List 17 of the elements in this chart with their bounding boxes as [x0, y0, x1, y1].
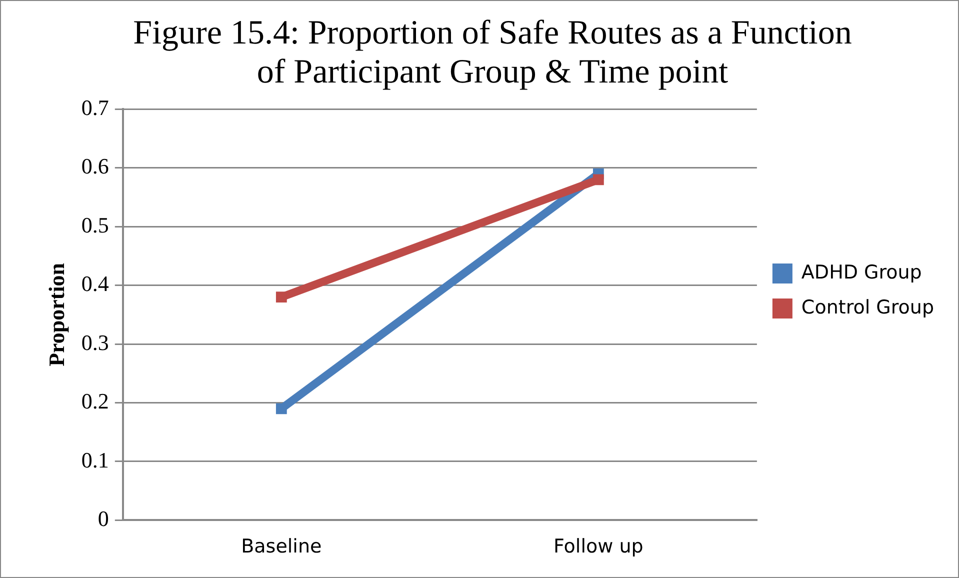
y-tick-label: 0.4: [81, 271, 109, 296]
x-tick-label: Baseline: [241, 536, 322, 558]
y-tick-label: 0.1: [81, 447, 109, 472]
chart-title: Figure 15.4: Proportion of Safe Routes as a Function of Participant Group & Time point: [133, 14, 852, 91]
legend-label: ADHD Group: [801, 261, 922, 284]
legend-label: Control Group: [801, 296, 934, 318]
point: [276, 292, 287, 303]
y-tick-label: 0.5: [81, 212, 109, 238]
point: [276, 403, 287, 414]
y-axis-title: Proportion: [44, 262, 69, 366]
y-tick-label: 0.6: [81, 154, 109, 179]
y-tick-label: 0.3: [81, 330, 109, 355]
x-tick-label: Follow up: [554, 536, 644, 558]
y-tick-label: 0.2: [81, 388, 109, 414]
point: [592, 174, 604, 186]
y-tick-label: 0: [98, 506, 109, 531]
y-tick-label: 0.7: [81, 94, 109, 120]
